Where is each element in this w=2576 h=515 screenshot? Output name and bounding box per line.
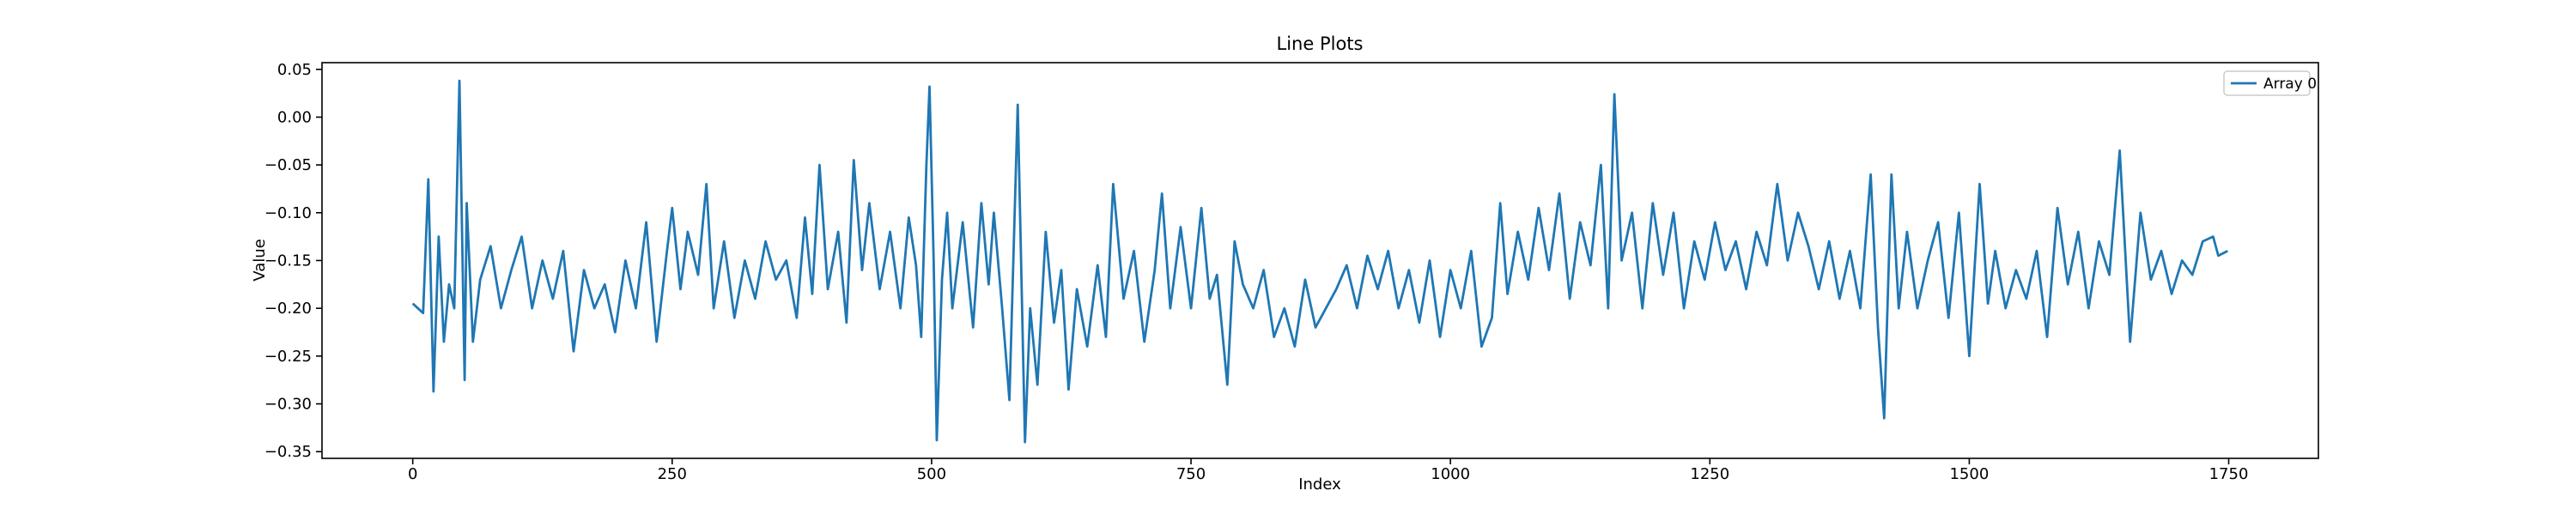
x-axis-label: Index: [1298, 476, 1341, 494]
x-tick-label: 750: [1176, 465, 1206, 483]
plot-frame: [321, 62, 2319, 459]
y-axis-label: Value: [251, 239, 269, 281]
y-tick-label: −0.25: [264, 348, 312, 366]
y-tick-label: 0.05: [277, 61, 312, 79]
x-tick-label: 0: [408, 465, 417, 483]
legend-box: [2223, 70, 2311, 96]
chart-title: Line Plots: [1277, 33, 1364, 54]
y-tick-label: −0.10: [264, 204, 312, 222]
legend-label: Array 0: [2263, 76, 2317, 93]
data-line: [411, 79, 2228, 444]
y-tick-label: −0.05: [264, 156, 312, 174]
y-tick-label: −0.35: [264, 443, 312, 461]
x-tick-label: 250: [658, 465, 687, 483]
x-tick-label: 1000: [1431, 465, 1470, 483]
x-tick-label: 500: [917, 465, 946, 483]
x-tick-label: 1750: [2209, 465, 2249, 483]
x-tick-label: 1500: [1949, 465, 1989, 483]
y-tick-label: 0.00: [277, 108, 312, 126]
y-tick-label: −0.20: [264, 300, 312, 318]
y-tick-label: −0.15: [264, 252, 312, 270]
x-tick-label: 1250: [1690, 465, 1729, 483]
y-tick-label: −0.30: [264, 396, 312, 414]
